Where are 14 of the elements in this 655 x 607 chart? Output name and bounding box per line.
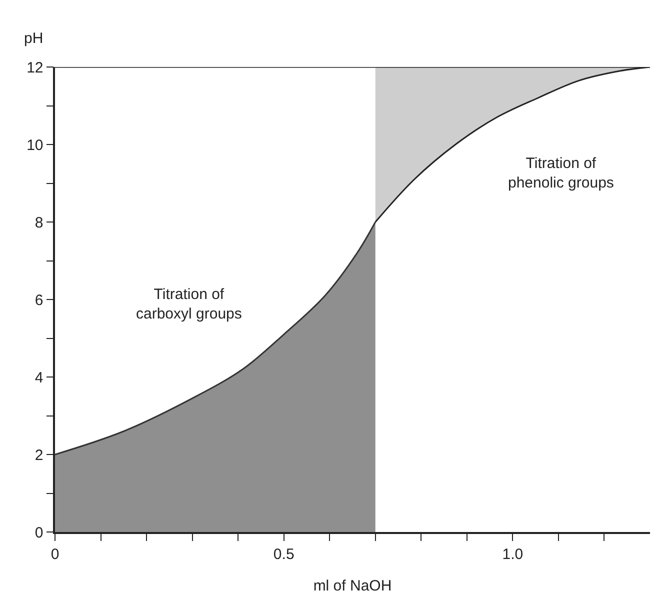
y-tick-label: 10 — [26, 136, 44, 154]
annotation: Titration of phenolic groups — [508, 155, 614, 192]
y-tick-label: 6 — [34, 292, 44, 309]
x-tick-label: 0 — [50, 546, 60, 563]
y-tick-label: 12 — [26, 59, 44, 76]
x-tick-label: 0.5 — [273, 546, 294, 563]
x-tick-label: 1.0 — [502, 546, 524, 563]
x-axis-title: ml of NaOH — [313, 577, 392, 594]
annotation: Titration of carboxyl groups — [136, 286, 242, 322]
y-axis-title: pH — [24, 30, 44, 47]
y-tick-label: 2 — [34, 446, 44, 464]
y-tick-label: 8 — [34, 214, 44, 232]
y-tick-label: 0 — [34, 524, 44, 542]
y-tick-label: 4 — [34, 369, 44, 386]
